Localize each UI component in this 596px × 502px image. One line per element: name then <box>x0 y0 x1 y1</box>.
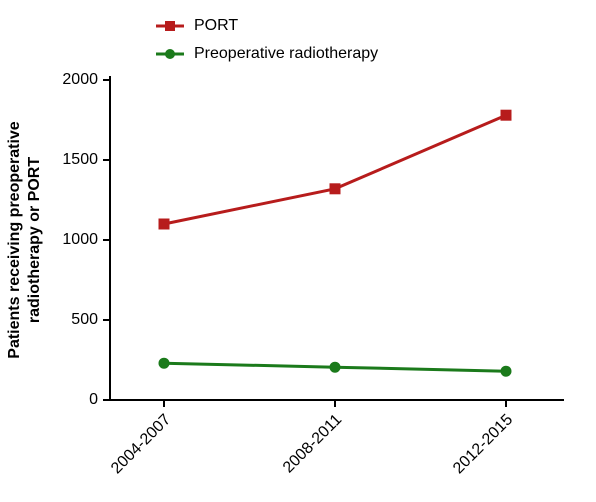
legend-item-preoperative-radiotherapy: Preoperative radiotherapy <box>156 45 378 62</box>
chart-legend: PORT Preoperative radiotherapy <box>156 17 378 62</box>
series-preoperative-radiotherapy <box>159 358 511 376</box>
y-tick-label: 1000 <box>62 231 98 248</box>
y-tick-label: 0 <box>89 391 98 408</box>
y-axis-label: Patients receiving preoperativeradiother… <box>6 121 43 359</box>
y-tick-label: 1500 <box>62 151 98 168</box>
y-tick-label: 2000 <box>62 71 98 88</box>
x-tick-label: 2008-2011 <box>280 411 345 476</box>
y-tick-label: 500 <box>71 311 98 328</box>
svg-text:Patients receiving preoperativ: Patients receiving preoperativeradiother… <box>6 121 43 359</box>
chart-axes: 0 500 1000 1500 2000 2004-2007 2008-2011 2012-2… <box>62 71 564 477</box>
legend-label: PORT <box>194 17 238 34</box>
legend-item-port: PORT <box>156 17 238 34</box>
radiotherapy-trend-chart: PORT Preoperative radiotherapy 0 500 1000 15… <box>0 0 596 502</box>
legend-label: Preoperative radiotherapy <box>194 45 378 62</box>
chart-series <box>159 110 511 376</box>
x-tick-label: 2012-2015 <box>450 411 516 477</box>
series-port <box>159 110 511 229</box>
x-tick-label: 2004-2007 <box>108 411 174 477</box>
